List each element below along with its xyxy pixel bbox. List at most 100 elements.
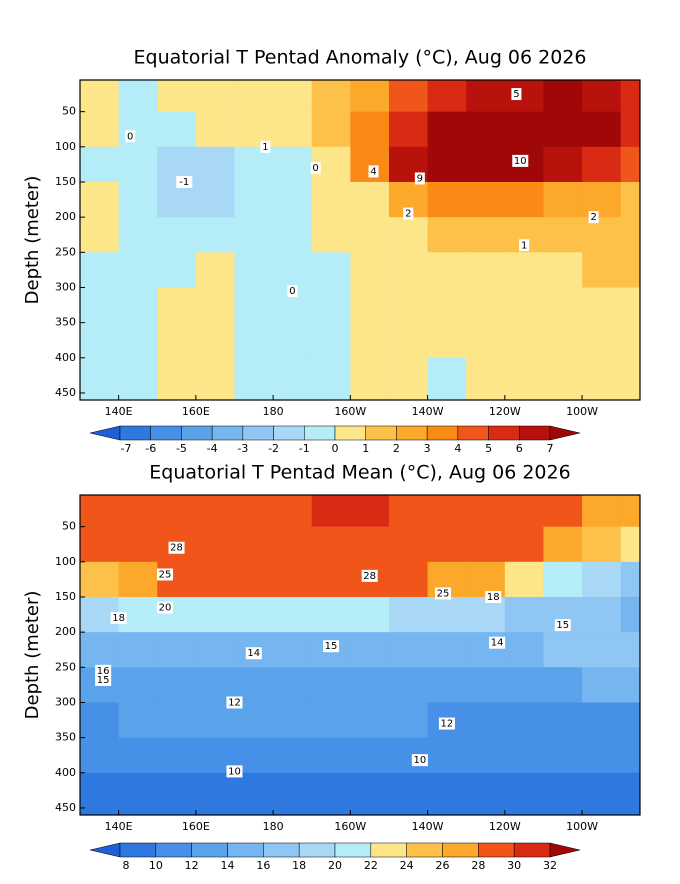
y-tick-label: 400 — [55, 351, 76, 364]
cell — [273, 772, 313, 809]
cell — [350, 667, 390, 703]
cell — [118, 561, 158, 598]
cell — [582, 702, 622, 739]
colorbar-label: 1 — [362, 442, 369, 455]
cell — [195, 111, 235, 148]
cell — [543, 322, 583, 359]
annotation-bg — [438, 717, 455, 730]
cell — [543, 632, 583, 668]
cell — [582, 287, 622, 324]
cell — [543, 772, 583, 809]
cell — [234, 596, 274, 633]
cell — [195, 807, 235, 816]
cell — [273, 322, 313, 359]
colorbar-bin — [406, 842, 443, 858]
cell — [504, 737, 544, 774]
cell — [273, 252, 313, 288]
cell — [195, 596, 235, 633]
cell — [504, 495, 544, 528]
cell — [80, 737, 120, 774]
cell — [582, 632, 622, 668]
annotation-bg — [511, 88, 522, 101]
cell — [157, 667, 197, 703]
cell — [311, 772, 351, 809]
cell — [427, 632, 467, 668]
x-tick-label: 160E — [182, 820, 210, 833]
cell — [311, 667, 351, 703]
colorbar-end — [89, 425, 121, 441]
cell — [350, 217, 390, 253]
annotation-bg — [310, 161, 321, 174]
contour-label: 14 — [247, 648, 260, 659]
cell — [466, 287, 506, 324]
cell — [427, 392, 467, 401]
colorbar-bin — [155, 842, 192, 858]
cell — [504, 357, 544, 394]
cell — [118, 181, 158, 218]
annotation-bg — [110, 612, 127, 625]
cell — [234, 217, 274, 253]
cell — [620, 357, 641, 394]
annotation-bg — [485, 590, 502, 603]
cell — [582, 217, 622, 253]
y-tick-label: 450 — [55, 801, 76, 814]
cell — [582, 561, 622, 598]
colorbar-bin — [370, 842, 407, 858]
annotation-bg — [95, 673, 112, 686]
x-tick-label: 140W — [412, 405, 444, 418]
cell — [543, 146, 583, 183]
cell — [466, 252, 506, 288]
contour-label: 10 — [514, 156, 527, 167]
cell — [118, 526, 158, 563]
cell — [273, 632, 313, 668]
cell — [543, 702, 583, 739]
x-tick-label: 180 — [263, 405, 284, 418]
cell — [311, 181, 351, 218]
cell — [80, 217, 120, 253]
annotation-bg — [368, 165, 379, 178]
cell — [311, 392, 351, 401]
contour-label: 15 — [556, 620, 569, 631]
cell — [620, 495, 641, 528]
cell — [543, 111, 583, 148]
cell — [80, 561, 120, 598]
cell — [582, 322, 622, 359]
cell — [504, 392, 544, 401]
cell — [504, 252, 544, 288]
cell — [350, 111, 390, 148]
contour-label: 20 — [159, 603, 172, 614]
cell — [118, 217, 158, 253]
cell — [234, 80, 274, 113]
cell — [466, 181, 506, 218]
y-axis-label: Depth (meter) — [22, 176, 43, 305]
cell — [80, 181, 120, 218]
cell — [350, 702, 390, 739]
colorbar-label: 24 — [400, 859, 414, 872]
y-tick-label: 300 — [55, 695, 76, 708]
colorbar-label: 5 — [485, 442, 492, 455]
cell — [466, 322, 506, 359]
y-tick-label: 450 — [55, 386, 76, 399]
cell — [157, 702, 197, 739]
cell — [273, 702, 313, 739]
colorbar-label: -2 — [268, 442, 279, 455]
cell — [543, 392, 583, 401]
cell — [504, 667, 544, 703]
cell — [157, 495, 197, 528]
cell — [427, 287, 467, 324]
cell — [582, 80, 622, 113]
colorbar-label: 32 — [543, 859, 557, 872]
colorbar-bin — [304, 425, 336, 441]
cell — [427, 80, 467, 113]
cell — [234, 561, 274, 598]
cell — [273, 217, 313, 253]
cell — [118, 495, 158, 528]
cell — [80, 772, 120, 809]
cell — [427, 526, 467, 563]
colorbar-label: 30 — [507, 859, 521, 872]
colorbar-bin — [426, 425, 459, 441]
cell — [427, 667, 467, 703]
cell — [118, 632, 158, 668]
cell — [543, 667, 583, 703]
annotation-bg — [125, 130, 136, 143]
